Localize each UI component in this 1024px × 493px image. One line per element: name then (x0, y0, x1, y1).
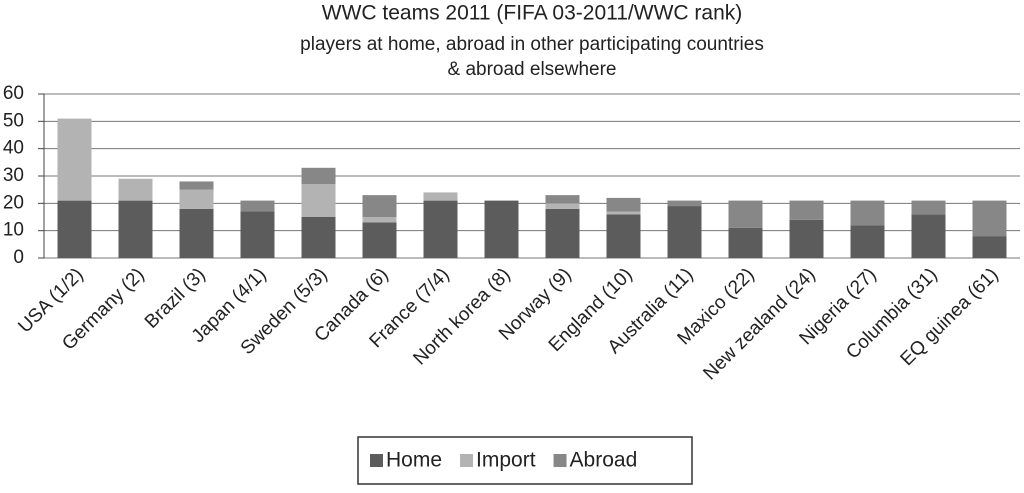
bar-segment (850, 200, 885, 226)
bar-segment (606, 197, 641, 212)
y-tick-label: 50 (3, 110, 24, 131)
bar-segment (362, 195, 397, 217)
bar-segment (667, 200, 702, 207)
y-tick-label: 10 (3, 220, 24, 241)
legend-swatch (553, 454, 567, 467)
x-tick-label: New zealand (24) (699, 264, 819, 384)
legend-label: Home (386, 449, 442, 472)
y-tick-label: 40 (3, 138, 24, 159)
y-tick-label: 20 (3, 192, 24, 213)
bar-segment (423, 192, 458, 201)
bar-segment (118, 178, 153, 201)
bar-segment (179, 181, 214, 190)
bar-segment (57, 118, 92, 201)
bar-segment (301, 217, 336, 258)
legend-swatch (460, 454, 474, 467)
bar-segment (667, 206, 702, 258)
bar-segment (362, 222, 397, 258)
bar-segment (545, 203, 580, 209)
bar-segment (240, 211, 275, 258)
chart-subtitle: players at home, abroad in other partici… (300, 34, 764, 55)
bar-segment (606, 211, 641, 215)
bar-segment (972, 236, 1007, 258)
bar-segment (850, 225, 885, 258)
bar-segment (911, 214, 946, 258)
bar-segment (179, 208, 214, 258)
bar-segment (179, 189, 214, 209)
bar-segment (484, 200, 519, 258)
legend-label: Abroad (570, 449, 638, 472)
legend-swatch (370, 454, 383, 467)
bar-segment (57, 200, 92, 258)
bar-segment (728, 200, 763, 228)
bar-segment (606, 214, 641, 258)
bar-segment (240, 200, 275, 212)
bar-segment (118, 200, 153, 258)
bar-segment (545, 208, 580, 258)
chart-subtitle: & abroad elsewhere (448, 59, 617, 80)
bar-segment (789, 219, 824, 258)
bar-segment (423, 200, 458, 258)
bar-segment (301, 167, 336, 185)
bar-segment (301, 184, 336, 217)
bar-segment (972, 200, 1007, 237)
bar-segment (728, 227, 763, 258)
bar-segment (789, 200, 824, 220)
y-tick-label: 60 (3, 83, 24, 104)
legend-label: Import (476, 449, 536, 472)
bar-segment (545, 195, 580, 204)
bar-segment (362, 217, 397, 223)
y-tick-label: 30 (3, 165, 24, 186)
bar-segment (911, 200, 946, 215)
legend-box (357, 436, 693, 485)
chart-title: WWC teams 2011 (FIFA 03-2011/WWC rank) (322, 2, 743, 25)
y-tick-label: 0 (13, 247, 24, 268)
